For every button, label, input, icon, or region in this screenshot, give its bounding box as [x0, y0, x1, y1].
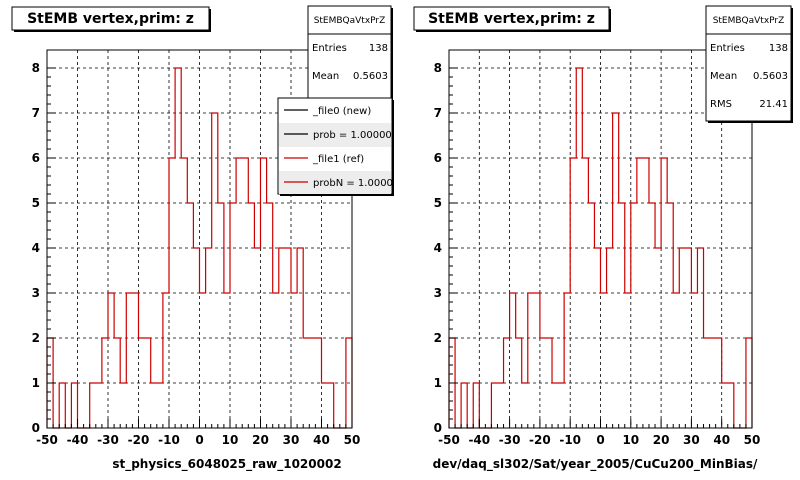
- y-tick-label: 3: [434, 286, 442, 300]
- x-tick-label: -30: [97, 433, 119, 447]
- y-tick-label: 5: [32, 196, 40, 210]
- legend: _file0 (new) prob = 1.000000 _file1 (ref) p…: [277, 97, 406, 196]
- y-tick-label: 6: [434, 151, 442, 165]
- x-tick-label: 20: [252, 433, 269, 447]
- y-tick-label: 1: [32, 376, 40, 390]
- y-tick-label: 8: [434, 61, 442, 75]
- histogram-series: [46, 67, 353, 429]
- x-tick-label: 0: [195, 433, 203, 447]
- histogram-panel-1: -50 -40 -30 -20 -10 0 10 20 30 40 50 0 1 2 3 4 5 6 7 8 st_ph…: [11, 5, 406, 472]
- x-tick-label: 10: [222, 433, 239, 447]
- stats-label: Mean: [312, 71, 339, 82]
- x-tick-label: 30: [683, 433, 700, 447]
- stats-label: Entries: [710, 43, 745, 54]
- stats-label: Mean: [710, 71, 737, 82]
- x-tick-label: 0: [596, 433, 604, 447]
- x-tick-label: -40: [468, 433, 490, 447]
- y-tick-label: 2: [32, 331, 40, 345]
- chart-title: StEMB vertex,prim: z: [428, 11, 595, 27]
- stats-value: 138: [769, 43, 788, 54]
- legend-band: [279, 171, 391, 194]
- x-axis-title: st_physics_6048025_raw_1020002: [112, 457, 341, 472]
- x-axis-title: dev/daq_sl302/Sat/year_2005/CuCu200_MinB…: [433, 457, 758, 472]
- x-tick-label: -20: [529, 433, 551, 447]
- stats-label: RMS: [710, 99, 732, 110]
- stats-label: Entries: [312, 43, 347, 54]
- stats-box: StEMBQaVtxPrZ Entries 138 Mean 0.5603 RMS 21.4…: [705, 5, 793, 123]
- y-tick-label: 7: [434, 106, 442, 120]
- stats-name: StEMBQaVtxPrZ: [314, 16, 386, 26]
- histogram-panel-2: -50 -40 -30 -20 -10 0 10 20 30 40 50 0 1 2 3 4 5 6 7 8 dev/d…: [413, 5, 793, 472]
- stats-value: 0.5603: [753, 71, 788, 82]
- y-tick-label: 2: [434, 331, 442, 345]
- x-tick-label: 50: [344, 433, 361, 447]
- stats-value: 0.5603: [353, 71, 388, 82]
- x-tick-label: 30: [283, 433, 300, 447]
- y-tick-label: 7: [32, 106, 40, 120]
- y-tick-label: 0: [32, 421, 40, 435]
- x-tick-label: 40: [713, 433, 730, 447]
- stats-value: 21.41: [759, 99, 788, 110]
- title-box: [413, 6, 610, 31]
- y-tick-label: 4: [32, 241, 40, 255]
- chart-title: StEMB vertex,prim: z: [27, 11, 194, 27]
- y-tick-label: 4: [434, 241, 442, 255]
- y-tick-label: 8: [32, 61, 40, 75]
- legend-entry: _file1 (ref): [312, 154, 364, 165]
- x-tick-label: -30: [499, 433, 521, 447]
- y-tick-label: 1: [434, 376, 442, 390]
- stats-name: StEMBQaVtxPrZ: [713, 16, 785, 26]
- title-box: [11, 6, 210, 31]
- x-tick-label: -50: [36, 433, 58, 447]
- y-tick-label: 6: [32, 151, 40, 165]
- x-tick-label: -10: [559, 433, 581, 447]
- legend-band: [279, 123, 391, 147]
- legend-entry: probN = 1.000000: [313, 178, 406, 189]
- x-tick-label: 10: [622, 433, 639, 447]
- x-tick-label: 20: [653, 433, 670, 447]
- x-tick-label: -40: [67, 433, 89, 447]
- x-tick-label: -50: [438, 433, 460, 447]
- x-tick-label: -10: [158, 433, 180, 447]
- legend-entry: prob = 1.000000: [313, 130, 398, 141]
- x-tick-label: 50: [744, 433, 761, 447]
- x-tick-label: 40: [313, 433, 330, 447]
- legend-entry: _file0 (new): [312, 106, 371, 117]
- y-tick-label: 3: [32, 286, 40, 300]
- y-tick-label: 5: [434, 196, 442, 210]
- stats-frame: [705, 5, 792, 122]
- y-tick-label: 0: [434, 421, 442, 435]
- stats-value: 138: [369, 43, 388, 54]
- x-tick-label: -20: [128, 433, 150, 447]
- histogram-series: [448, 67, 753, 429]
